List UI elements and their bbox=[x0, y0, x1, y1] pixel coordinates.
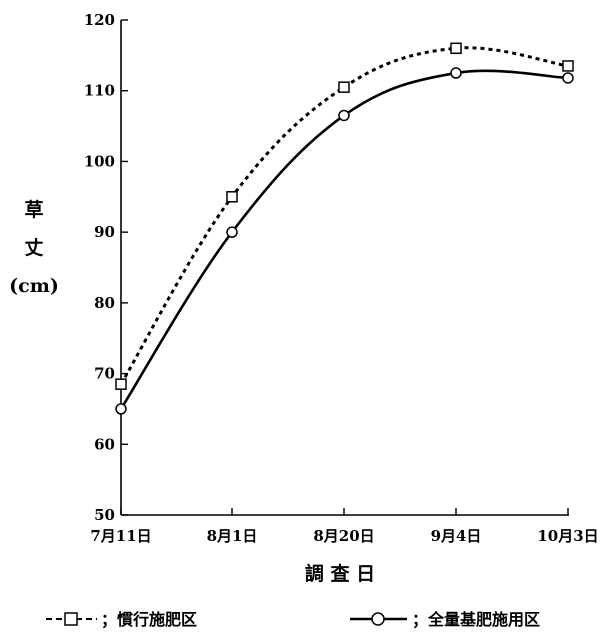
series-line-1 bbox=[119, 46, 569, 385]
series-layer bbox=[115, 42, 574, 415]
y-axis-title-line-2: 丈 bbox=[24, 237, 43, 259]
x-tick-label-3: 9月4日 bbox=[431, 527, 482, 545]
y-tick-label-3: 80 bbox=[94, 294, 115, 312]
y-axis-title-line-3: (cm) bbox=[9, 275, 59, 297]
x-axis-title: 調 査 日 bbox=[305, 562, 375, 585]
series-1-point-0 bbox=[115, 378, 127, 390]
legend-swatch-marker-series-1 bbox=[64, 612, 78, 626]
y-tick-label-7: 120 bbox=[84, 11, 115, 29]
series-1-point-3 bbox=[450, 42, 462, 55]
series-line-2 bbox=[119, 69, 569, 410]
series-2-point-4 bbox=[562, 72, 574, 84]
x-tick-label-0: 7月11日 bbox=[90, 527, 151, 545]
series-1-point-4 bbox=[562, 60, 574, 72]
x-tick-label-4: 10月3日 bbox=[537, 527, 598, 545]
legend-entry-series-1: ；慣行施肥区 bbox=[46, 610, 197, 629]
y-tick-label-6: 110 bbox=[84, 82, 115, 100]
legend-label-series-2: ；全量基肥施用区 bbox=[412, 610, 540, 629]
legend: ；慣行施肥区 ；全量基肥施用区 bbox=[46, 610, 540, 629]
y-ticks: 50 60 70 80 90 100 110 120 bbox=[84, 11, 128, 524]
legend-entry-series-2: ；全量基肥施用区 bbox=[350, 610, 540, 629]
y-tick-label-4: 90 bbox=[94, 223, 115, 241]
series-2-point-1 bbox=[226, 226, 238, 238]
y-tick-label-1: 60 bbox=[94, 435, 115, 453]
axes bbox=[120, 20, 569, 516]
x-tick-label-2: 8月20日 bbox=[313, 527, 374, 545]
series-2-point-0 bbox=[115, 403, 127, 415]
legend-swatch-marker-series-2 bbox=[371, 612, 385, 626]
series-1-point-1 bbox=[226, 191, 238, 203]
y-tick-label-2: 70 bbox=[94, 365, 115, 383]
legend-label-series-1: ；慣行施肥区 bbox=[101, 610, 197, 629]
x-ticks: 7月11日 8月1日 8月20日 9月4日 10月3日 bbox=[90, 508, 599, 545]
y-tick-label-5: 100 bbox=[84, 152, 115, 170]
series-2-point-3 bbox=[450, 67, 462, 79]
y-tick-label-0: 50 bbox=[94, 506, 115, 524]
series-1-point-2 bbox=[338, 81, 350, 93]
x-tick-label-1: 8月1日 bbox=[207, 527, 258, 545]
y-axis-title: 草 丈 (cm) bbox=[9, 198, 59, 297]
y-axis-title-line-1: 草 bbox=[24, 198, 43, 221]
series-2-point-2 bbox=[338, 109, 350, 122]
